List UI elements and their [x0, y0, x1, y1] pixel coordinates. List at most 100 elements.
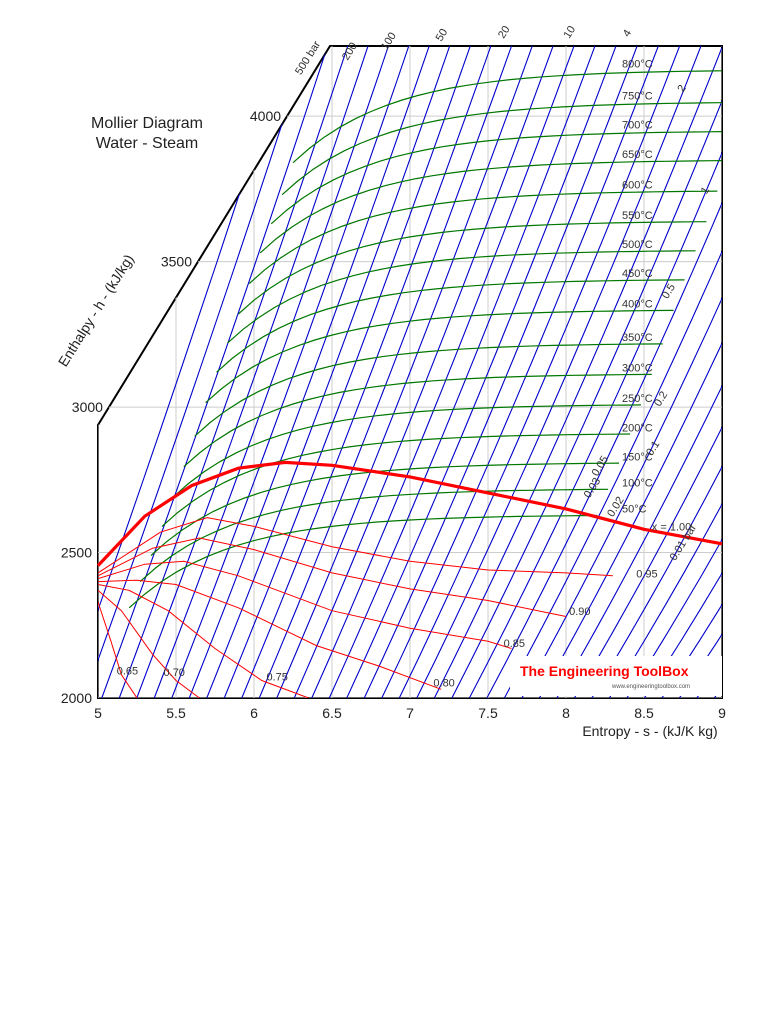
isotherm-label: 650°C — [622, 149, 653, 161]
quality-label: 0.75 — [266, 672, 287, 684]
isobar-label: 20 — [496, 24, 513, 41]
isobar-line — [451, 46, 722, 698]
isobar-line — [538, 46, 722, 698]
isotherm-line — [150, 462, 620, 556]
quality-label: 0.70 — [164, 667, 185, 679]
isobar-label: 4 — [621, 28, 634, 40]
isotherm-line — [281, 101, 722, 196]
isotherm-label: 700°C — [622, 120, 653, 132]
y-axis-ticks: 2000 2500 3000 3500 4000 — [61, 108, 281, 706]
isobar-line — [573, 46, 722, 698]
isotherm-label: 400°C — [622, 299, 653, 311]
isotherm-label: 200°C — [622, 422, 653, 434]
x-axis-label: Entropy - s - (kJ/K kg) — [582, 723, 717, 739]
isobar-line — [346, 46, 722, 698]
saturation-label: x = 1.00 — [652, 522, 691, 534]
isobar-line — [118, 46, 570, 698]
isobar-line — [433, 46, 722, 698]
x-tick-label: 8 — [562, 705, 570, 721]
quality-label: 0.80 — [433, 677, 454, 689]
isobar-line — [153, 46, 605, 698]
isobar-line — [258, 46, 710, 698]
isotherm-label: 250°C — [622, 393, 653, 405]
quality-line — [98, 560, 512, 649]
x-tick-label: 9 — [718, 705, 726, 721]
isobar-line — [486, 46, 722, 698]
branding-url: www.engineeringtoolbox.com — [611, 684, 690, 690]
isotherm-label: 500°C — [622, 239, 653, 251]
isobar-label: 50 — [434, 27, 451, 44]
isotherm-line — [216, 279, 685, 373]
isobar-line — [328, 46, 722, 698]
isotherm-label: 300°C — [622, 363, 653, 375]
isobar-label: 2 — [675, 83, 688, 95]
x-tick-label: 7 — [406, 705, 414, 721]
isobar-line — [136, 46, 587, 698]
quality-line — [98, 601, 138, 698]
y-tick-label: 2500 — [61, 545, 92, 561]
x-tick-label: 6.5 — [322, 705, 342, 721]
saturation-line — [96, 460, 723, 567]
isobar-label: 1 — [699, 185, 712, 197]
quality-label: 0.85 — [504, 638, 525, 650]
isotherm-label: 600°C — [622, 179, 653, 191]
isotherm-line — [128, 514, 598, 609]
isotherm-label: 150°C — [622, 451, 653, 463]
isobar-line — [171, 46, 622, 698]
isotherm-line — [270, 130, 722, 225]
isobar-line — [363, 46, 722, 698]
isotherm-label: 50°C — [622, 504, 647, 516]
chart-subtitle: Water - Steam — [96, 135, 199, 152]
isobar-line — [206, 46, 657, 698]
isobar-line — [416, 46, 722, 698]
isobar-line — [241, 46, 692, 698]
saturation-line-group — [96, 460, 723, 567]
isotherm-line — [183, 373, 652, 468]
y-tick-label: 4000 — [250, 108, 281, 124]
isobar-lines — [98, 46, 722, 698]
isobar-line — [311, 46, 722, 698]
branding-name: The Engineering ToolBox — [520, 663, 689, 679]
isotherm-label: 800°C — [622, 59, 653, 71]
y-tick-label: 3000 — [72, 399, 103, 415]
isotherm-line — [194, 343, 663, 437]
isobar-line — [276, 46, 722, 698]
isobar-line — [503, 46, 722, 698]
isobar-line — [223, 46, 675, 698]
quality-line — [98, 517, 613, 577]
isobar-line — [468, 46, 722, 698]
quality-line — [98, 584, 309, 698]
isotherm-label: 550°C — [622, 210, 653, 222]
isobar-line — [521, 46, 722, 698]
isotherm-line — [205, 309, 674, 404]
isotherm-label: 750°C — [622, 91, 653, 103]
quality-label: 0.90 — [569, 606, 590, 618]
x-axis-ticks: 5 5.5 6 6.5 7 7.5 8 8.5 9 — [94, 705, 726, 721]
x-tick-label: 6 — [250, 705, 258, 721]
isobar-line — [591, 46, 722, 698]
isotherm-line — [248, 190, 718, 284]
quality-lines — [98, 517, 613, 698]
y-tick-label: 2000 — [61, 690, 92, 706]
isobar-label: 10 — [561, 24, 578, 41]
isotherm-line — [227, 250, 696, 344]
chart-title: Mollier Diagram — [91, 115, 203, 132]
isotherm-line — [259, 160, 722, 254]
x-tick-label: 5 — [94, 705, 102, 721]
branding-box — [510, 656, 722, 696]
isobar-line — [608, 46, 722, 698]
isotherm-lines — [128, 69, 722, 609]
isotherm-label: 100°C — [622, 478, 653, 490]
isobar-line — [556, 46, 722, 698]
isobar-line — [98, 46, 517, 698]
x-tick-label: 7.5 — [478, 705, 498, 721]
isotherm-line — [139, 488, 609, 583]
isobar-line — [188, 46, 640, 698]
isotherm-line — [172, 404, 641, 498]
x-tick-label: 8.5 — [634, 705, 654, 721]
isotherm-line — [238, 221, 707, 315]
quality-line — [98, 590, 200, 698]
y-tick-label: 3500 — [161, 254, 192, 270]
isotherm-line — [292, 69, 722, 164]
